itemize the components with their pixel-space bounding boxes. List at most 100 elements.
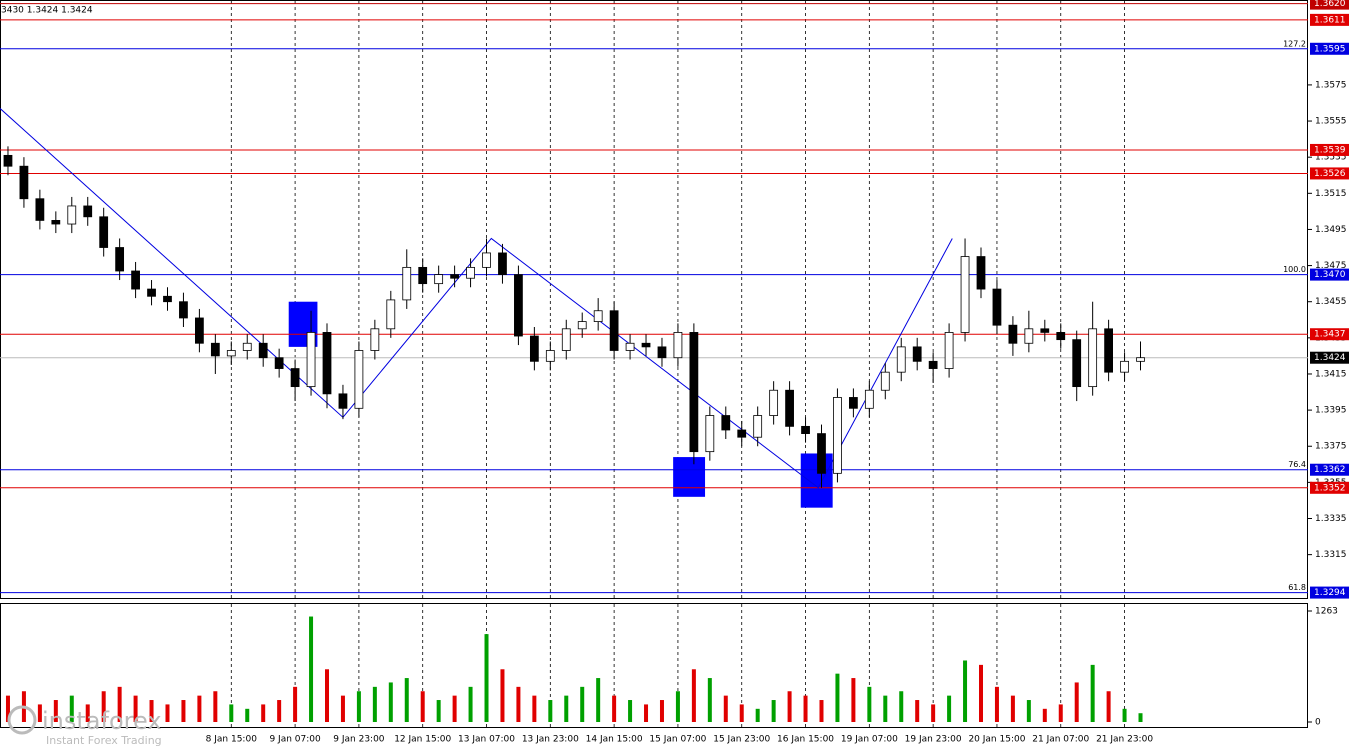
volume-bar — [899, 691, 904, 722]
candle-body — [274, 357, 284, 369]
level-label: 1.3437 — [1310, 328, 1349, 341]
volume-bar — [5, 695, 10, 722]
x-tick-label: 14 Jan 15:00 — [586, 735, 643, 745]
candle-body — [817, 433, 826, 474]
volume-bar — [1122, 708, 1127, 722]
y-tick-label: 1.3475 — [1315, 261, 1347, 271]
level-label: 1.3526 — [1310, 167, 1349, 180]
level-value: 1.3352 — [1314, 483, 1346, 493]
candle-body — [944, 332, 954, 369]
candle-body — [163, 295, 172, 303]
volume-bar — [628, 700, 633, 722]
candle-body — [115, 247, 125, 272]
candle-body — [322, 332, 332, 395]
candle-body — [450, 274, 459, 279]
candle-body — [242, 342, 252, 351]
candle-body — [498, 252, 507, 276]
volume-bar — [867, 686, 872, 722]
volume-bar — [516, 686, 521, 722]
volume-bar — [915, 700, 920, 722]
volume-bar — [404, 678, 409, 722]
volume-bar — [883, 695, 888, 722]
y-tick-label: 1.3555 — [1315, 117, 1347, 127]
candle-body — [529, 335, 539, 362]
level-value: 1.3437 — [1314, 330, 1346, 340]
volume-bar — [37, 704, 42, 722]
volume-tick-label: 0 — [1315, 718, 1321, 728]
volume-tick-label: 1263 — [1315, 607, 1338, 617]
candle-body — [801, 425, 810, 434]
x-tick-label: 13 Jan 23:00 — [522, 735, 579, 745]
candle-body — [833, 397, 842, 474]
level-label: 1.3362 — [1310, 463, 1349, 476]
candle-body — [864, 389, 874, 409]
candle-body — [769, 389, 779, 416]
candle-body — [258, 342, 268, 359]
volume-bar — [133, 695, 138, 722]
price-panel — [0, 0, 1308, 599]
volume-bar — [564, 695, 569, 722]
level-label: 1.3294 — [1310, 586, 1349, 599]
volume-bar — [1010, 695, 1015, 722]
level-label: 1.3352 — [1310, 481, 1349, 494]
volume-bar — [229, 704, 234, 722]
watermark-sub: Instant Forex Trading — [46, 734, 162, 747]
fib-label: 61.8 — [1288, 583, 1306, 592]
fib-label: 76.4 — [1288, 460, 1306, 469]
level-value: 1.3611 — [1314, 15, 1346, 25]
candle-body — [641, 342, 651, 348]
candle-body — [338, 393, 348, 409]
volume-bar — [963, 660, 968, 722]
candle-body — [3, 154, 13, 167]
candle-body — [721, 415, 731, 431]
candle-body — [577, 321, 587, 330]
level-box — [1310, 268, 1349, 281]
candle-body — [179, 301, 188, 319]
logo — [7, 705, 37, 735]
volume-bar — [484, 634, 489, 722]
candle-body — [1056, 332, 1066, 341]
volume-bar — [1106, 691, 1111, 722]
candle-body — [434, 274, 444, 285]
y-tick-label: 1.3375 — [1315, 442, 1347, 452]
volume-bar — [293, 686, 298, 722]
candle-body — [386, 299, 396, 330]
candle-body — [210, 342, 220, 357]
x-tick-label: 19 Jan 23:00 — [905, 735, 962, 745]
y-tick-label: 1.3415 — [1315, 369, 1347, 379]
header: 3430 1.3424 1.3424 — [1, 6, 93, 16]
candle-body — [1072, 339, 1082, 388]
candle-body — [19, 165, 29, 200]
x-tick-label: 9 Jan 07:00 — [269, 735, 321, 745]
volume-bar — [1042, 708, 1047, 722]
current-price-label: 1.3424 — [1310, 351, 1349, 364]
volume-bar — [85, 704, 90, 722]
volume-bar — [596, 678, 601, 722]
volume-bar — [452, 695, 457, 722]
level-box — [1310, 586, 1349, 599]
fib-label: 127.2 — [1283, 39, 1306, 48]
level-label: 1.3595 — [1310, 42, 1349, 55]
level-box — [1310, 167, 1349, 180]
candle-body — [992, 288, 1002, 326]
level-label: 1.3620 — [1310, 0, 1349, 10]
volume-bar — [707, 678, 712, 722]
level-value: 1.3294 — [1314, 588, 1346, 598]
x-tick-label: 15 Jan 07:00 — [649, 735, 706, 745]
candle-body — [689, 332, 699, 453]
candle-body — [83, 205, 93, 218]
candle-body — [593, 310, 603, 322]
volume-bar — [197, 695, 202, 722]
level-value: 1.3539 — [1314, 145, 1346, 155]
volume-bar — [117, 686, 122, 722]
x-tick-label: 21 Jan 07:00 — [1032, 735, 1089, 745]
watermark-text: instaforex — [42, 707, 162, 735]
volume-bar — [739, 704, 744, 722]
candle-body — [737, 429, 747, 438]
level-box — [1310, 13, 1349, 26]
candle-body — [290, 368, 300, 388]
x-tick-label: 19 Jan 07:00 — [841, 735, 898, 745]
volume-bar — [372, 686, 377, 722]
candle-body — [226, 350, 236, 357]
volume-bar — [245, 708, 250, 722]
